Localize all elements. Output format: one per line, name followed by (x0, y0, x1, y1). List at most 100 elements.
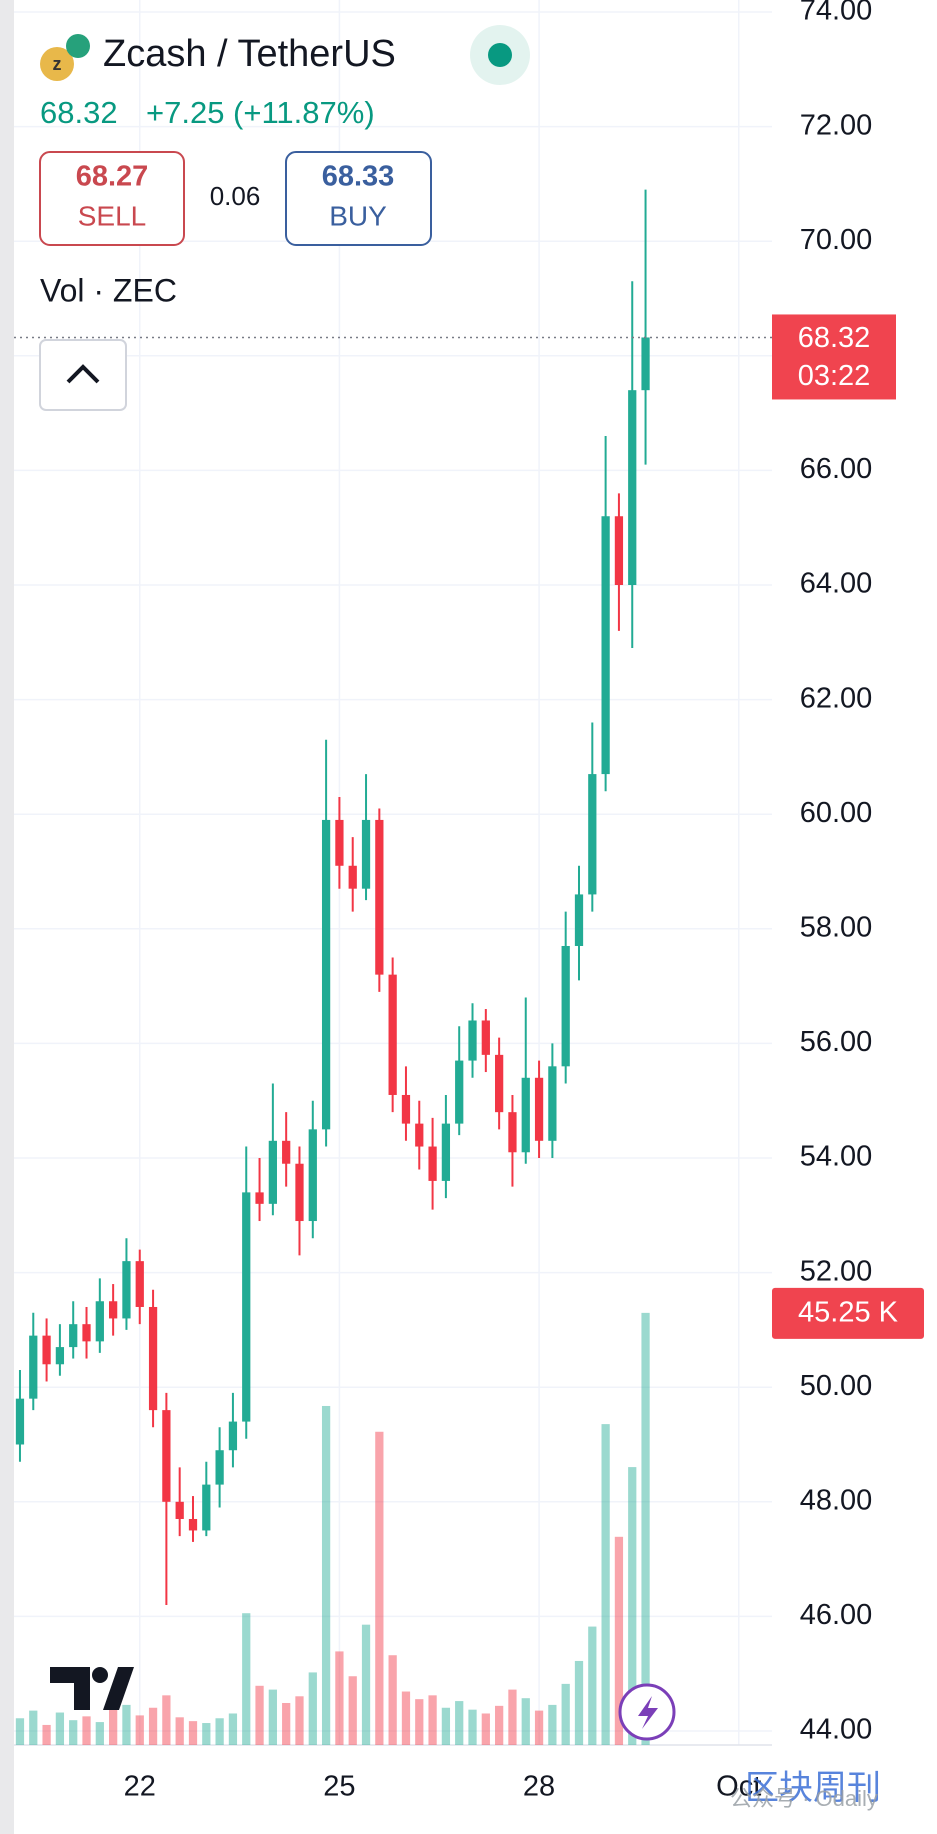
volume-bar (308, 1672, 317, 1745)
volume-bar (415, 1699, 424, 1745)
buy-label: BUY (329, 200, 387, 231)
volume-bar (42, 1724, 51, 1745)
volume-bar (202, 1723, 211, 1745)
lightning-icon (638, 1696, 658, 1729)
series (15, 189, 650, 1745)
y-tick-label: 44.00 (800, 1714, 873, 1746)
collapse-button[interactable] (39, 339, 127, 411)
candle-body (308, 1129, 317, 1222)
candle-body (162, 1410, 171, 1502)
volume-bar (135, 1715, 144, 1745)
volume-bar (162, 1695, 171, 1745)
candle-body (455, 1060, 464, 1124)
candle-body (202, 1484, 211, 1531)
symbol: Zcash / TetherUS (103, 33, 396, 75)
candle-body (375, 819, 384, 975)
watermark-brand: 区块周刊 (745, 1769, 881, 1807)
y-tick-label: 62.00 (800, 682, 873, 714)
grid (14, 0, 772, 1745)
y-tick-label: 52.00 (800, 1255, 873, 1287)
volume-bar (361, 1624, 371, 1745)
candle-body (255, 1192, 264, 1204)
y-tick-label: 46.00 (800, 1599, 873, 1631)
candle-body (282, 1140, 291, 1164)
candle-body (148, 1306, 158, 1411)
volume-bar (401, 1691, 411, 1745)
candle-body (534, 1077, 544, 1141)
volume-bar (69, 1720, 78, 1745)
candle-body (69, 1324, 78, 1348)
candle-body (428, 1146, 437, 1181)
candle-body (135, 1261, 144, 1307)
y-tick-label: 74.00 (800, 0, 873, 27)
candle-body (401, 1094, 411, 1124)
candle-body (228, 1421, 238, 1451)
coin-glyph: z (53, 54, 62, 74)
candle-body (348, 865, 357, 889)
candle-body (242, 1192, 251, 1422)
candle-body (42, 1335, 51, 1365)
y-tick-label: 60.00 (800, 797, 873, 829)
volume-bar (508, 1689, 517, 1745)
volume-bar (295, 1696, 304, 1745)
last-price-value: 68.32 (798, 322, 871, 354)
volume-bar (521, 1698, 530, 1745)
countdown: 03:22 (798, 360, 871, 392)
chevron-icon (66, 364, 100, 384)
candle-body (109, 1301, 118, 1319)
candle-body (588, 774, 597, 895)
volume-bar (82, 1716, 91, 1745)
x-tick-label: 28 (523, 1771, 555, 1803)
candle-body (468, 1020, 477, 1061)
buy-button[interactable] (285, 151, 432, 246)
candle-body (188, 1518, 198, 1531)
spread: 0.06 (210, 181, 261, 211)
volume-bar (441, 1707, 451, 1745)
volume-bar (534, 1710, 544, 1745)
volume-bar (188, 1721, 198, 1745)
volume-bar (215, 1718, 224, 1745)
volume-bar (348, 1676, 357, 1745)
header: z Zcash / TetherUS 68.32 +7.25 (+11.87%)… (39, 25, 530, 411)
status-dot (488, 43, 512, 67)
x-tick-label: Oct (716, 1771, 761, 1803)
candle-body (574, 894, 584, 946)
candle-body (295, 1163, 304, 1222)
logo-part (103, 1667, 134, 1710)
volume-bar (268, 1689, 277, 1745)
y-tick-label: 50.00 (800, 1370, 873, 1402)
candle-body (55, 1347, 65, 1365)
volume-bar (614, 1536, 624, 1745)
candle-body (521, 1077, 530, 1153)
logo-part (50, 1667, 90, 1710)
y-tick-label: 56.00 (800, 1026, 873, 1058)
left-edge (0, 0, 14, 1834)
volume-badge-label: 45.25 K (798, 1297, 899, 1329)
candle-body (29, 1335, 38, 1399)
volume-bar (175, 1717, 184, 1745)
quote-icon (66, 34, 90, 58)
y-tick-label: 72.00 (800, 109, 873, 141)
volume-bar (481, 1713, 490, 1745)
candle-body (614, 516, 624, 585)
tv-logo (50, 1667, 134, 1710)
volume-bar (321, 1405, 331, 1745)
candle-body (641, 337, 650, 391)
volume-bar (641, 1312, 650, 1745)
candle-body (268, 1140, 277, 1204)
volume-bar (228, 1713, 238, 1745)
volume-bar (561, 1683, 570, 1745)
sell-button[interactable] (39, 151, 185, 246)
volume-bar (495, 1705, 504, 1745)
candle-body (495, 1054, 504, 1113)
candle-body (561, 945, 570, 1067)
candle-body (548, 1066, 557, 1141)
volume-bar (468, 1709, 477, 1745)
volume-bar (109, 1709, 118, 1745)
candle-body (628, 390, 637, 585)
candle-body (335, 819, 344, 866)
y-tick-label: 48.00 (800, 1484, 873, 1516)
volume-bar (375, 1431, 384, 1745)
